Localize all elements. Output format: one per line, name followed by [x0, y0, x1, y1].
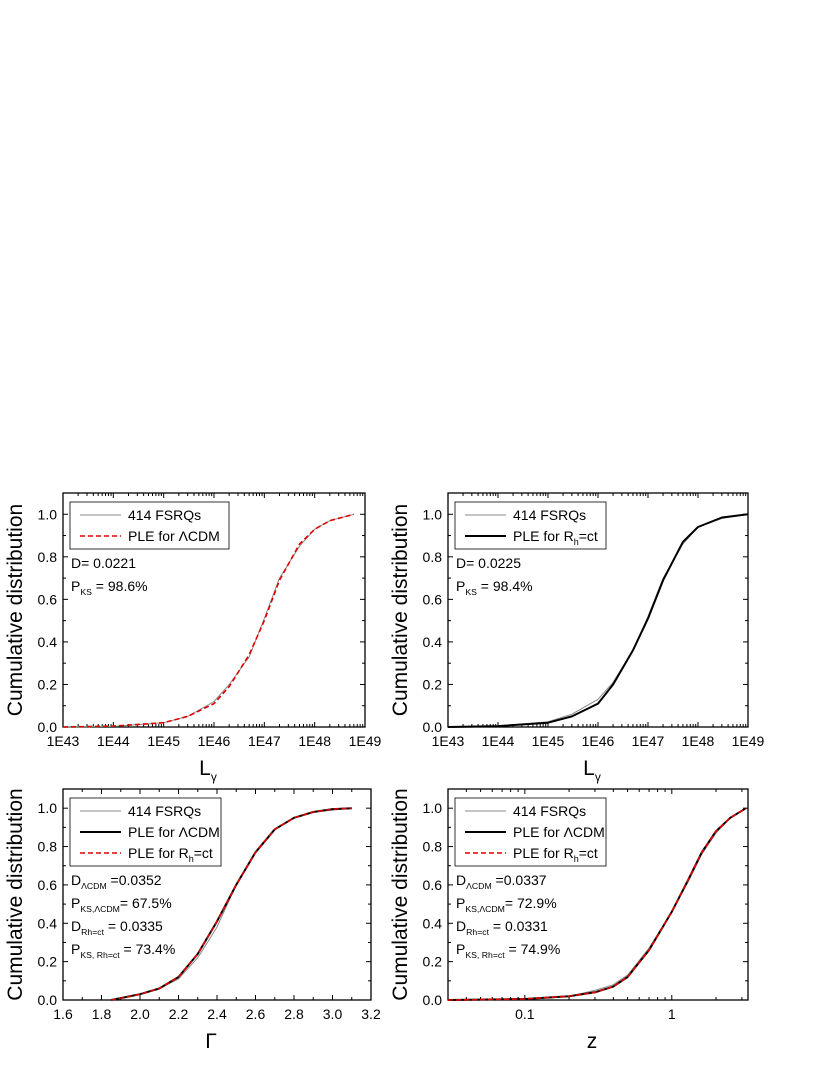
x-tick-label: 1E45 [147, 733, 180, 749]
y-tick-label: 0.6 [423, 877, 443, 893]
x-tick-label: 2.6 [246, 1006, 266, 1022]
stat-annotation-2: DRh=ct = 0.0335 [71, 918, 163, 937]
series-line-1 [447, 513, 749, 728]
stat-annotation-3: PKS, Rh=ct = 73.4% [71, 941, 175, 960]
x-tick-label: 0.1 [515, 1006, 535, 1022]
x-tick-label: 1E46 [198, 733, 231, 749]
legend-label-0: 414 FSRQs [128, 507, 201, 523]
stat-annotation-0: DΛCDM =0.0337 [456, 872, 547, 891]
y-axis-label: Cumulative distribution [389, 788, 412, 1000]
y-tick-label: 0.2 [38, 954, 58, 970]
y-tick-label: 0.8 [38, 549, 58, 565]
x-tick-label: 1E49 [349, 733, 382, 749]
x-tick-label: 1E43 [432, 733, 465, 749]
y-tick-label: 0.6 [38, 591, 58, 607]
series-line-1 [62, 513, 355, 728]
stat-annotation-0: DΛCDM =0.0352 [71, 872, 162, 891]
plot-frame [447, 788, 749, 1001]
x-tick-label: 2.0 [130, 1006, 150, 1022]
x-tick-label: 1E44 [97, 733, 130, 749]
stat-annotation-1: PKS = 98.6% [71, 578, 148, 597]
x-tick-label: 2.4 [207, 1006, 227, 1022]
legend-box [454, 501, 607, 550]
y-tick-label: 0.2 [423, 954, 443, 970]
legend-label-2: PLE for Rh=ct [128, 845, 213, 864]
y-axis-label: Cumulative distribution [4, 788, 27, 1000]
legend-label-2: PLE for Rh=ct [513, 845, 598, 864]
y-tick-label: 1.0 [38, 800, 58, 816]
y-axis-label: Cumulative distribution [4, 504, 27, 716]
y-tick-label: 0.2 [423, 676, 443, 692]
y-tick-label: 0.4 [423, 915, 443, 931]
x-tick-label: 1 [668, 1006, 676, 1022]
y-tick-label: 1.0 [423, 800, 443, 816]
y-tick-label: 0.6 [423, 591, 443, 607]
x-axis-label: Γ [205, 1030, 217, 1053]
x-tick-label: 1E43 [47, 733, 80, 749]
y-tick-label: 1.0 [423, 506, 443, 522]
x-tick-label: 1E44 [482, 733, 515, 749]
y-tick-label: 0.4 [38, 634, 58, 650]
x-tick-label: 3.0 [323, 1006, 343, 1022]
y-tick-label: 0.0 [423, 992, 443, 1008]
y-tick-label: 0.8 [423, 549, 443, 565]
y-tick-label: 0.6 [38, 877, 58, 893]
x-tick-label: 1E46 [582, 733, 615, 749]
x-tick-label: 2.2 [169, 1006, 189, 1022]
stat-annotation-1: PKS = 98.4% [456, 578, 533, 597]
x-tick-label: 1.8 [92, 1006, 112, 1022]
chart-panel-c: 0.0 0.2 0.4 0.6 0.8 1.0 1.6 1.8 2.0 2.2 2.4 2.6 2.8 3… [4, 788, 381, 1053]
legend-label-0: 414 FSRQs [128, 803, 201, 819]
y-axis-label: Cumulative distribution [389, 504, 412, 716]
x-tick-label: 1E45 [532, 733, 565, 749]
series-line-2 [110, 807, 352, 1001]
stat-annotation-2: DRh=ct = 0.0331 [456, 918, 548, 937]
chart-panel-b: 0.0 0.2 0.4 0.6 0.8 1.0 1E43 1E44 1E45 1E46 1E47 1E… [389, 492, 765, 784]
x-tick-label: 1E47 [248, 733, 281, 749]
x-tick-label: 3.2 [361, 1006, 381, 1022]
x-axis-label: Lγ [583, 757, 601, 784]
y-tick-label: 0.2 [38, 676, 58, 692]
x-tick-label: 2.8 [284, 1006, 304, 1022]
y-tick-label: 1.0 [38, 506, 58, 522]
legend-label-1: PLE for Rh=ct [513, 528, 598, 547]
x-axis-label: Lγ [199, 757, 217, 784]
x-tick-label: 1E49 [732, 733, 765, 749]
y-tick-label: 0.4 [423, 634, 443, 650]
legend-box [69, 501, 230, 550]
y-tick-label: 0.0 [38, 719, 58, 735]
y-tick-label: 0.8 [423, 839, 443, 855]
chart-panel-a: 0.0 0.2 0.4 0.6 0.8 1.0 1E43 1E44 1E45 1E46 1E47 1E… [4, 492, 382, 784]
y-tick-label: 0.0 [38, 992, 58, 1008]
x-tick-label: 1E48 [298, 733, 331, 749]
stat-annotation-1: PKS,ΛCDM= 72.9% [456, 895, 557, 914]
y-tick-label: 0.8 [38, 839, 58, 855]
x-axis-label: z [587, 1030, 598, 1053]
stat-annotation-0: D= 0.0221 [71, 555, 136, 571]
legend-label-1: PLE for ΛCDM [128, 824, 220, 840]
x-tick-label: 1E47 [632, 733, 665, 749]
y-tick-label: 0.4 [38, 915, 58, 931]
stat-annotation-3: PKS, Rh=ct = 74.9% [456, 941, 560, 960]
y-tick-label: 0.0 [423, 719, 443, 735]
series-line-2 [447, 807, 747, 1001]
x-tick-label: 1.6 [53, 1006, 73, 1022]
legend-label-1: PLE for ΛCDM [513, 824, 605, 840]
chart-panel-d: 0.0 0.2 0.4 0.6 0.8 1.0 0.1 1 Cumulative distrib… [389, 788, 749, 1053]
stat-annotation-1: PKS,ΛCDM= 67.5% [71, 895, 172, 914]
legend-label-0: 414 FSRQs [513, 803, 586, 819]
legend-label-0: 414 FSRQs [513, 507, 586, 523]
x-tick-label: 1E48 [682, 733, 715, 749]
stat-annotation-0: D= 0.0225 [456, 555, 521, 571]
legend-label-1: PLE for ΛCDM [128, 528, 220, 544]
